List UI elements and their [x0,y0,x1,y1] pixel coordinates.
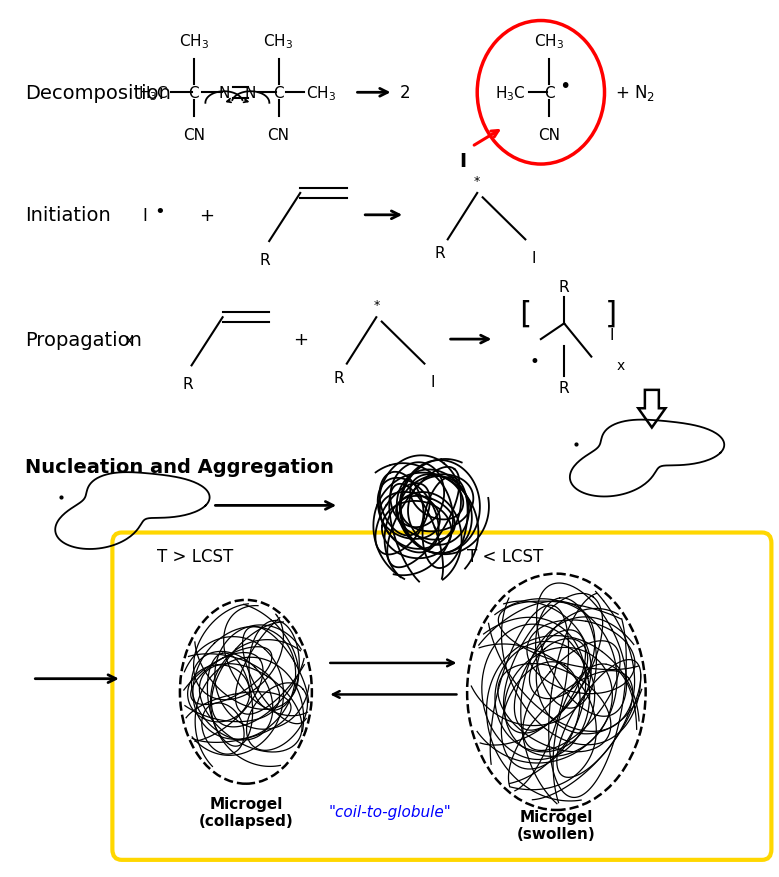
Text: •: • [154,203,165,221]
Text: Propagation: Propagation [25,331,142,349]
Text: "coil-to-globule": "coil-to-globule" [328,804,451,819]
Text: Microgel
(collapsed): Microgel (collapsed) [199,795,293,828]
Text: R: R [559,381,569,396]
Text: Nucleation and Aggregation: Nucleation and Aggregation [25,457,333,476]
Text: Initiation: Initiation [25,206,111,225]
Text: •: • [559,76,570,96]
Text: R: R [333,370,344,385]
Text: *: * [373,299,379,311]
Text: CN: CN [183,128,205,143]
Polygon shape [638,390,665,428]
Text: CH$_3$: CH$_3$ [263,32,294,51]
Text: x: x [125,332,134,347]
Text: H$_3$C: H$_3$C [495,84,525,103]
Text: R: R [435,246,446,261]
Text: [: [ [515,299,533,328]
FancyBboxPatch shape [112,533,771,859]
Text: Decomposition: Decomposition [25,83,171,103]
Text: C: C [189,86,199,101]
Text: C: C [273,86,284,101]
Text: +: + [199,207,214,225]
Text: N: N [245,86,256,101]
Text: 2: 2 [400,84,411,103]
Text: I: I [609,328,614,343]
Text: N: N [218,86,230,101]
Text: C: C [544,86,555,101]
Text: I: I [460,152,467,171]
Text: CH$_3$: CH$_3$ [306,84,337,103]
Text: I: I [143,207,147,225]
Text: R: R [260,253,270,268]
Text: T > LCST: T > LCST [157,547,233,566]
Text: +: + [293,331,308,349]
Text: CH$_3$: CH$_3$ [534,32,565,51]
Text: Microgel
(swollen): Microgel (swollen) [517,809,596,841]
Text: + N$_2$: + N$_2$ [615,83,654,103]
Text: •: • [530,353,540,371]
Text: CH$_3$: CH$_3$ [179,32,209,51]
Text: T < LCST: T < LCST [467,547,544,566]
Text: I: I [431,374,435,389]
Text: CN: CN [538,128,560,143]
Text: CN: CN [267,128,290,143]
Text: ]: ] [603,299,622,328]
Text: R: R [559,280,569,295]
Text: R: R [182,376,193,391]
Text: I: I [531,251,536,266]
Text: x: x [617,359,626,373]
Text: H$_3$C: H$_3$C [138,84,168,103]
Text: *: * [474,175,481,188]
